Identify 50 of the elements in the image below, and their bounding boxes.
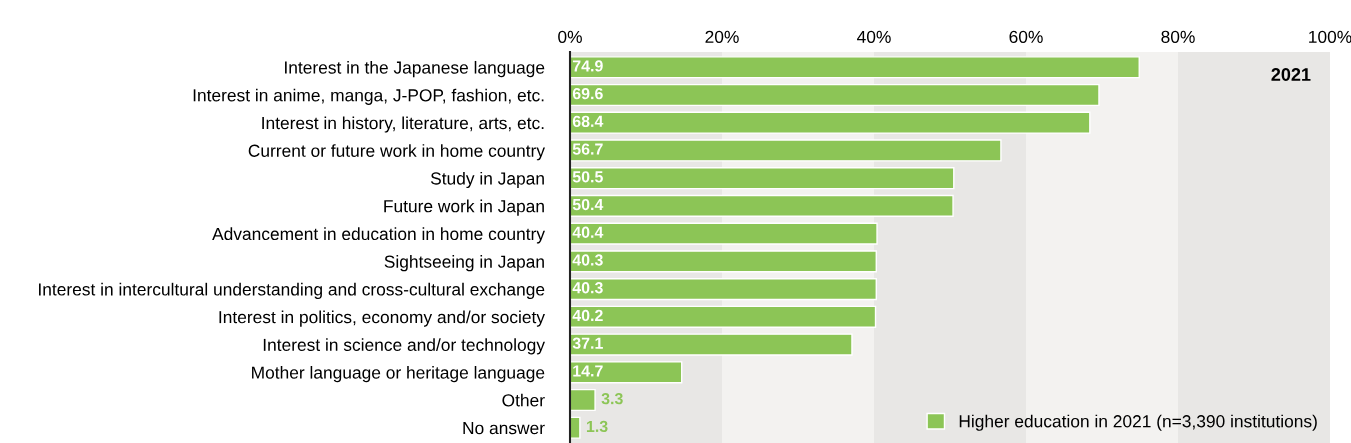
annotation: 2021	[1271, 68, 1311, 81]
data-label: 14.7	[573, 365, 603, 377]
y-tick-label: Interest in science and/or technology	[263, 338, 545, 355]
x-tick-label: 0%	[558, 30, 582, 44]
data-label: 50.5	[572, 171, 603, 183]
y-tick-label: Current or future work in home country	[248, 144, 545, 161]
y-tick-label: Mother language or heritage language	[252, 366, 545, 383]
data-label: 50.4	[572, 198, 604, 211]
x-tick-label: 60%	[1009, 30, 1043, 44]
data-label: 40.2	[572, 309, 603, 322]
bar	[570, 222, 878, 245]
y-tick-label: Sightseeing in Japan	[384, 255, 544, 272]
y-tick-label: Other	[502, 393, 545, 407]
data-label: 68.4	[572, 115, 604, 127]
x-tick-label: 80%	[1161, 30, 1195, 44]
bar	[570, 305, 877, 328]
bar	[570, 278, 877, 301]
bar	[570, 83, 1100, 107]
x-tick-label: 20%	[705, 30, 739, 44]
bar	[570, 333, 853, 356]
y-tick-label: Interest in intercultural understanding and cross-cultural exchange	[39, 282, 545, 299]
y-tick-label: Future work in Japan	[384, 199, 544, 216]
y-tick-label: Interest in politics, economy and/or society	[219, 310, 545, 327]
y-tick-label: No answer	[463, 422, 545, 435]
data-label: 74.9	[572, 60, 603, 72]
bar	[570, 416, 581, 439]
bar	[570, 194, 954, 217]
data-label: 69.6	[572, 87, 603, 100]
data-label: 37.1	[572, 337, 603, 349]
data-label: 3.3	[601, 392, 623, 405]
data-label: 1.3	[586, 420, 608, 433]
y-tick-label: Advancement in education in home country	[212, 227, 545, 244]
bar	[570, 56, 1140, 79]
y-tick-label: Study in Japan	[430, 171, 544, 189]
data-label: 40.3	[572, 254, 603, 266]
bar	[570, 250, 877, 273]
bar	[570, 388, 596, 412]
x-tick-label: 100%	[1309, 30, 1351, 44]
x-tick-label: 40%	[857, 30, 891, 44]
bar	[570, 361, 683, 384]
bar	[570, 167, 955, 190]
y-tick-label: Interest in the Japanese language	[285, 60, 545, 78]
data-label: 40.3	[572, 282, 603, 294]
legend-label: Higher education in 2021 (n=3,390 institutions)	[959, 414, 1317, 431]
y-tick-label: Interest in anime, manga, J-POP, fashion, etc.	[193, 88, 544, 105]
y-tick-label: Interest in history, literature, arts, etc.	[262, 116, 544, 133]
bar	[570, 139, 1002, 162]
data-label: 40.4	[572, 226, 604, 238]
data-label: 56.7	[572, 143, 603, 155]
bar	[570, 111, 1091, 134]
